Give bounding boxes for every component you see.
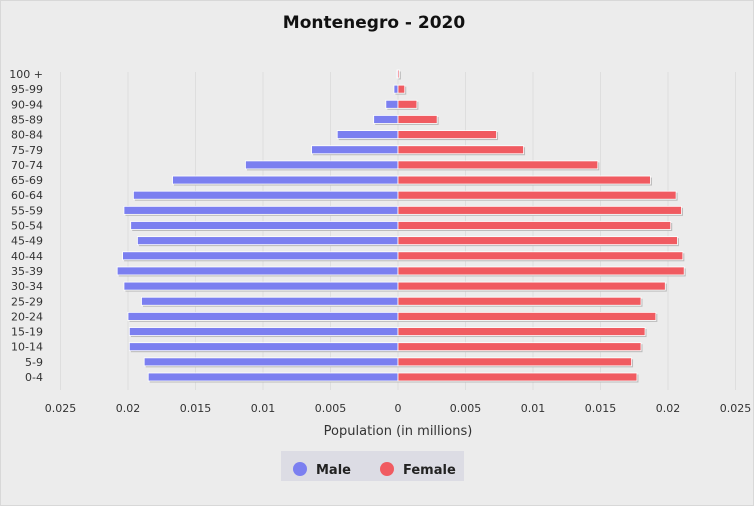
- y-tick-label: 40-44: [11, 250, 43, 263]
- y-tick-label: 10-14: [11, 341, 43, 354]
- x-axis-title: Population (in millions): [324, 424, 473, 439]
- female-bar[interactable]: [397, 281, 666, 291]
- bar-shadow: [399, 71, 401, 80]
- male-bar[interactable]: [137, 236, 399, 246]
- male-bar[interactable]: [123, 281, 399, 291]
- y-tick-label: 55-59: [11, 204, 43, 217]
- female-bar[interactable]: [397, 205, 682, 215]
- male-bar[interactable]: [128, 342, 399, 352]
- male-bar[interactable]: [147, 372, 399, 382]
- x-axis-labels: 0.025 0.02 0.015 0.01 0.005 0 0.005 0.01 0.015 0.…: [45, 402, 752, 415]
- y-tick-label: 0-4: [25, 371, 43, 384]
- legend-male-label[interactable]: Male: [316, 463, 351, 478]
- male-bar[interactable]: [141, 296, 399, 306]
- x-tick-label: 0.015: [180, 402, 212, 415]
- male-bar[interactable]: [311, 145, 399, 155]
- y-tick-label: 75-79: [11, 144, 43, 157]
- x-tick-label: 0: [395, 402, 402, 415]
- female-bar[interactable]: [397, 190, 677, 200]
- male-bar[interactable]: [143, 357, 399, 367]
- female-bar[interactable]: [397, 115, 438, 124]
- y-tick-label: 30-34: [11, 280, 43, 293]
- female-bar[interactable]: [397, 160, 599, 170]
- female-bar[interactable]: [397, 266, 685, 276]
- x-tick-label: 0.02: [116, 402, 141, 415]
- x-tick-label: 0.015: [585, 402, 617, 415]
- bars: [116, 69, 686, 383]
- chart-title: Montenegro - 2020: [283, 13, 466, 33]
- male-bar[interactable]: [127, 311, 399, 321]
- female-bar[interactable]: [397, 327, 646, 336]
- y-tick-label: 80-84: [11, 129, 43, 142]
- female-bar[interactable]: [397, 130, 497, 140]
- x-tick-label: 0.005: [315, 402, 347, 415]
- female-bar[interactable]: [397, 145, 524, 155]
- y-tick-label: 15-19: [11, 326, 43, 339]
- legend-box: [281, 451, 464, 481]
- y-tick-label: 20-24: [11, 310, 43, 323]
- female-bar[interactable]: [397, 69, 400, 79]
- y-tick-label: 100 +: [9, 68, 43, 81]
- male-bar[interactable]: [128, 327, 399, 336]
- x-tick-label: 0.02: [656, 402, 681, 415]
- y-tick-label: 60-64: [11, 189, 43, 202]
- male-bar[interactable]: [385, 99, 399, 109]
- female-bar[interactable]: [397, 175, 651, 185]
- x-tick-label: 0.005: [450, 402, 482, 415]
- x-tick-label: 0.01: [521, 402, 546, 415]
- y-axis-labels: 0-4 5-9 10-14 15-19 20-24 25-29 30-34 35-39 40-4…: [9, 68, 43, 384]
- male-bar[interactable]: [123, 205, 399, 215]
- y-tick-label: 25-29: [11, 295, 43, 308]
- male-bar[interactable]: [132, 190, 399, 200]
- x-tick-label: 0.025: [45, 402, 77, 415]
- male-bar[interactable]: [172, 175, 399, 185]
- y-tick-label: 90-94: [11, 98, 43, 111]
- female-bar[interactable]: [397, 296, 642, 306]
- female-bar[interactable]: [397, 372, 638, 382]
- male-bar[interactable]: [130, 221, 399, 230]
- y-tick-label: 70-74: [11, 159, 43, 172]
- female-bar[interactable]: [397, 84, 406, 94]
- y-tick-label: 5-9: [25, 356, 43, 369]
- female-bar[interactable]: [397, 221, 672, 230]
- female-bar[interactable]: [397, 311, 657, 321]
- female-bar[interactable]: [397, 342, 642, 352]
- male-bar[interactable]: [245, 160, 399, 170]
- legend-female-label[interactable]: Female: [403, 463, 456, 478]
- y-tick-label: 35-39: [11, 265, 43, 278]
- female-bar[interactable]: [397, 99, 418, 109]
- y-tick-label: 65-69: [11, 174, 43, 187]
- y-tick-label: 85-89: [11, 113, 43, 126]
- legend: Male Female: [281, 451, 464, 481]
- male-bar[interactable]: [393, 84, 399, 94]
- y-tick-label: 95-99: [11, 83, 43, 96]
- legend-male-marker[interactable]: [293, 462, 307, 476]
- y-tick-label: 45-49: [11, 235, 43, 248]
- x-tick-label: 0.01: [251, 402, 276, 415]
- female-bar[interactable]: [397, 251, 684, 261]
- female-bar[interactable]: [397, 236, 678, 246]
- y-tick-label: 50-54: [11, 220, 43, 233]
- legend-female-marker[interactable]: [380, 462, 394, 476]
- x-tick-label: 0.025: [720, 402, 752, 415]
- female-bar[interactable]: [397, 357, 632, 367]
- male-bar[interactable]: [122, 251, 399, 261]
- male-bar[interactable]: [373, 115, 399, 124]
- male-bar[interactable]: [116, 266, 399, 276]
- male-bar[interactable]: [336, 130, 399, 140]
